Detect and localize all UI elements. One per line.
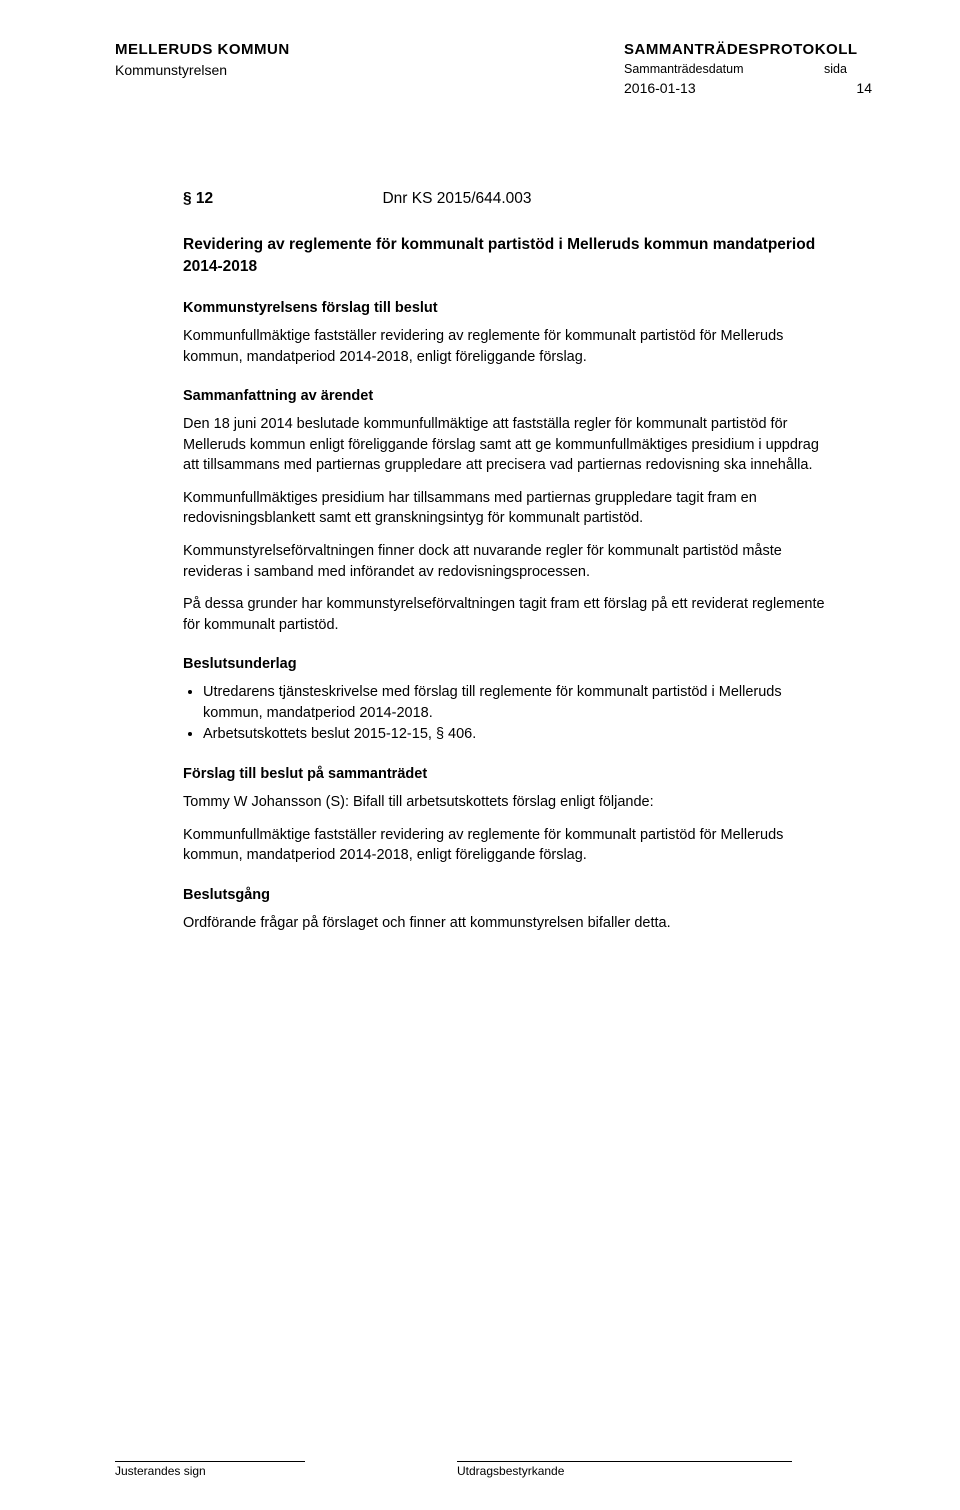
paragraph-summary-2: Kommunfullmäktiges presidium har tillsam…	[183, 488, 836, 529]
footer-signature-label: Justerandes sign	[115, 1461, 305, 1478]
header-right-column: SAMMANTRÄDESPROTOKOLL Sammanträdesdatums…	[624, 41, 872, 96]
list-item: Utredarens tjänsteskrivelse med förslag …	[203, 682, 836, 723]
document-header: MELLERUDS KOMMUN Kommunstyrelsen SAMMANT…	[115, 41, 872, 96]
header-left-column: MELLERUDS KOMMUN Kommunstyrelsen	[115, 41, 290, 78]
list-item: Arbetsutskottets beslut 2015-12-15, § 40…	[203, 724, 836, 745]
protocol-title: SAMMANTRÄDESPROTOKOLL	[624, 41, 872, 58]
paragraph-proposer: Tommy W Johansson (S): Bifall till arbet…	[183, 792, 836, 813]
footer-certification-label: Utdragsbestyrkande	[457, 1461, 792, 1478]
heading-meeting-proposal: Förslag till beslut på sammanträdet	[183, 766, 836, 782]
page-label: sida	[824, 62, 872, 76]
basis-list: Utredarens tjänsteskrivelse med förslag …	[183, 682, 836, 745]
paragraph-summary-1: Den 18 juni 2014 beslutade kommunfullmäk…	[183, 414, 836, 476]
date-label: Sammanträdesdatum	[624, 62, 824, 76]
paragraph-proposal-text: Kommunfullmäktige fastställer revidering…	[183, 825, 836, 866]
document-footer: Justerandes sign Utdragsbestyrkande	[115, 1461, 872, 1478]
heading-summary: Sammanfattning av ärendet	[183, 388, 836, 404]
heading-basis: Beslutsunderlag	[183, 656, 836, 672]
heading-proposal: Kommunstyrelsens förslag till beslut	[183, 300, 836, 316]
meeting-date: 2016-01-13	[624, 80, 824, 96]
section-number: § 12	[183, 190, 378, 208]
org-name-left: MELLERUDS KOMMUN	[115, 41, 290, 58]
paragraph-summary-3: Kommunstyrelseförvaltningen finner dock …	[183, 541, 836, 582]
paragraph-summary-4: På dessa grunder har kommunstyrelseförva…	[183, 594, 836, 635]
header-values-row: 2016-01-1314	[624, 80, 872, 96]
paragraph-proposal: Kommunfullmäktige fastställer revidering…	[183, 326, 836, 367]
header-labels-row: Sammanträdesdatumsida	[624, 62, 872, 76]
diary-number: Dnr KS 2015/644.003	[382, 190, 531, 208]
heading-decision-process: Beslutsgång	[183, 887, 836, 903]
committee-name: Kommunstyrelsen	[115, 62, 290, 78]
document-content: § 12 Dnr KS 2015/644.003 Revidering av r…	[183, 190, 836, 933]
document-title: Revidering av reglemente för kommunalt p…	[183, 234, 836, 279]
section-header-row: § 12 Dnr KS 2015/644.003	[183, 190, 836, 208]
paragraph-decision: Ordförande frågar på förslaget och finne…	[183, 913, 836, 934]
page-number: 14	[824, 80, 872, 96]
